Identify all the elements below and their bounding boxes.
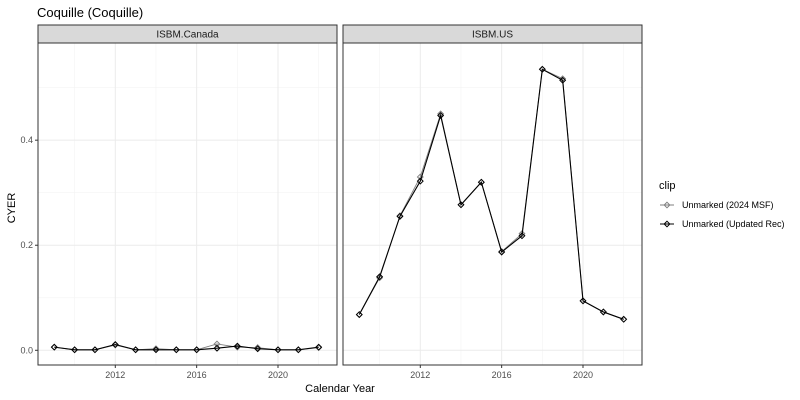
- data-point: [193, 346, 201, 354]
- data-point: [132, 346, 140, 354]
- data-point: [355, 311, 363, 319]
- y-tick-label: 0.4: [20, 135, 33, 145]
- legend-entry: Unmarked (Updated Rec): [660, 219, 785, 229]
- data-point: [416, 177, 424, 185]
- legend: clip Unmarked (2024 MSF) Unmarked (Updated…: [659, 180, 785, 229]
- facet-panel: ISBM.US 2012 2016 2020: [342, 24, 643, 380]
- panel-border: [37, 42, 338, 366]
- data-point: [254, 344, 262, 352]
- x-tick-label: 2020: [268, 370, 288, 380]
- legend-label: Unmarked (2024 MSF): [682, 200, 774, 210]
- data-point: [254, 345, 262, 353]
- legend-label: Unmarked (Updated Rec): [682, 219, 785, 229]
- data-point: [437, 111, 445, 119]
- data-point: [620, 315, 628, 323]
- legend-title: clip: [659, 180, 676, 192]
- data-point: [294, 346, 302, 354]
- data-point: [50, 343, 58, 351]
- data-point: [213, 344, 221, 352]
- data-point: [315, 343, 323, 351]
- data-point: [376, 274, 384, 282]
- y-axis-title: CYER: [6, 193, 18, 224]
- x-tick-label: 2020: [573, 370, 593, 380]
- data-point: [233, 342, 241, 350]
- data-point: [376, 273, 384, 281]
- facet-strip-label: ISBM.US: [472, 30, 513, 41]
- series-line: [54, 343, 319, 351]
- y-tick-label: 0.0: [20, 345, 33, 355]
- x-axis-title: Calendar Year: [305, 383, 375, 395]
- panel-border: [342, 42, 643, 366]
- data-point: [152, 345, 160, 353]
- legend-entry: Unmarked (2024 MSF): [660, 200, 774, 210]
- data-point: [71, 346, 79, 354]
- series-group: [50, 341, 323, 354]
- panel-background: [38, 43, 337, 365]
- data-point: [579, 297, 587, 305]
- data-point: [111, 341, 119, 349]
- data-point: [599, 308, 607, 316]
- chart-title: Coquille (Coquille): [37, 5, 143, 20]
- facet-strip-label: ISBM.Canada: [156, 30, 219, 41]
- x-tick-label: 2016: [492, 370, 512, 380]
- data-point: [538, 65, 546, 73]
- data-point: [477, 178, 485, 186]
- data-point: [152, 346, 160, 354]
- x-tick-label: 2012: [410, 370, 430, 380]
- legend-key-marker: [663, 220, 671, 228]
- data-point: [396, 212, 404, 220]
- x-tick-label: 2012: [105, 370, 125, 380]
- y-tick-label: 0.2: [20, 240, 33, 250]
- facet-panel: ISBM.Canada 2012 2016 2020: [37, 24, 338, 380]
- data-point: [274, 346, 282, 354]
- data-point: [457, 201, 465, 209]
- data-point: [213, 340, 221, 348]
- data-point: [91, 346, 99, 354]
- series-group: [355, 65, 628, 323]
- data-point: [518, 232, 526, 240]
- data-point: [559, 76, 567, 84]
- data-point: [172, 346, 180, 354]
- data-point: [498, 248, 506, 256]
- facet-panels: 0.0 0.2 0.4 ISBM.Canada 2012 2016 2020 ISBM.US 2…: [20, 24, 643, 380]
- legend-key-marker: [663, 201, 671, 209]
- panel-background: [343, 43, 642, 365]
- x-tick-label: 2016: [187, 370, 207, 380]
- series-line: [358, 68, 624, 320]
